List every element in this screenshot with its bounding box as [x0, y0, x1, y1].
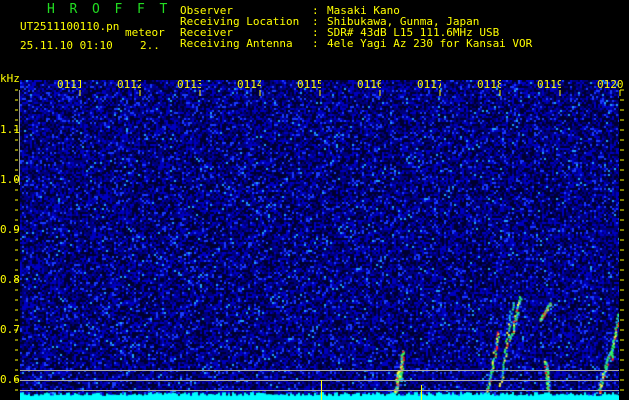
spectrogram-canvas	[20, 80, 619, 400]
info-value-observer: Masaki Kano	[327, 4, 400, 17]
title-letter: F	[114, 2, 123, 17]
info-label-antenna: Receiving Antenna	[180, 37, 293, 50]
time-label: 0114	[237, 79, 261, 91]
title-letter: O	[92, 2, 100, 17]
info-value-antenna: 4ele Yagi Az 230 for Kansai VOR	[327, 37, 533, 50]
time-label: 0115	[297, 79, 321, 91]
y-axis-unit: kHz	[0, 72, 20, 85]
time-label: 0116	[357, 79, 381, 91]
filename: UT2511100110.pn	[20, 20, 120, 33]
info-label-location: Receiving Location	[180, 15, 300, 28]
y-tick-label: 1.1	[0, 123, 20, 136]
info-separator: :	[312, 15, 319, 28]
y-tick-label: 0.6	[0, 373, 20, 386]
y-tick-label: 0.8	[0, 273, 20, 286]
y-tick-label: 1.0	[0, 173, 20, 186]
time-label: 0111	[57, 79, 81, 91]
y-tick-label: 0.9	[0, 223, 20, 236]
info-value-receiver: SDR# 43dB L15 111.6MHz USB	[327, 26, 500, 39]
info-value-location: Shibukawa, Gunma, Japan	[327, 15, 480, 28]
info-separator: :	[312, 4, 319, 17]
info-label-observer: Observer	[180, 4, 233, 17]
count: 2..	[140, 39, 160, 52]
info-separator: :	[312, 37, 319, 50]
datetime: 25.11.10 01:10	[20, 39, 113, 52]
title-letter: F	[137, 2, 145, 17]
time-label: 0113	[177, 79, 201, 91]
time-label: 0120	[597, 79, 624, 91]
info-separator: :	[312, 26, 319, 39]
time-label: 0117	[417, 79, 441, 91]
title-letter: R	[69, 2, 78, 17]
y-tick-label: 0.7	[0, 323, 20, 336]
time-label: 0119	[537, 79, 561, 91]
time-label: 0118	[477, 79, 501, 91]
mode-label: meteor	[125, 26, 165, 39]
title-letter: T	[159, 2, 168, 17]
title-letter: H	[47, 2, 55, 17]
time-label: 0112	[117, 79, 141, 91]
info-label-receiver: Receiver	[180, 26, 233, 39]
